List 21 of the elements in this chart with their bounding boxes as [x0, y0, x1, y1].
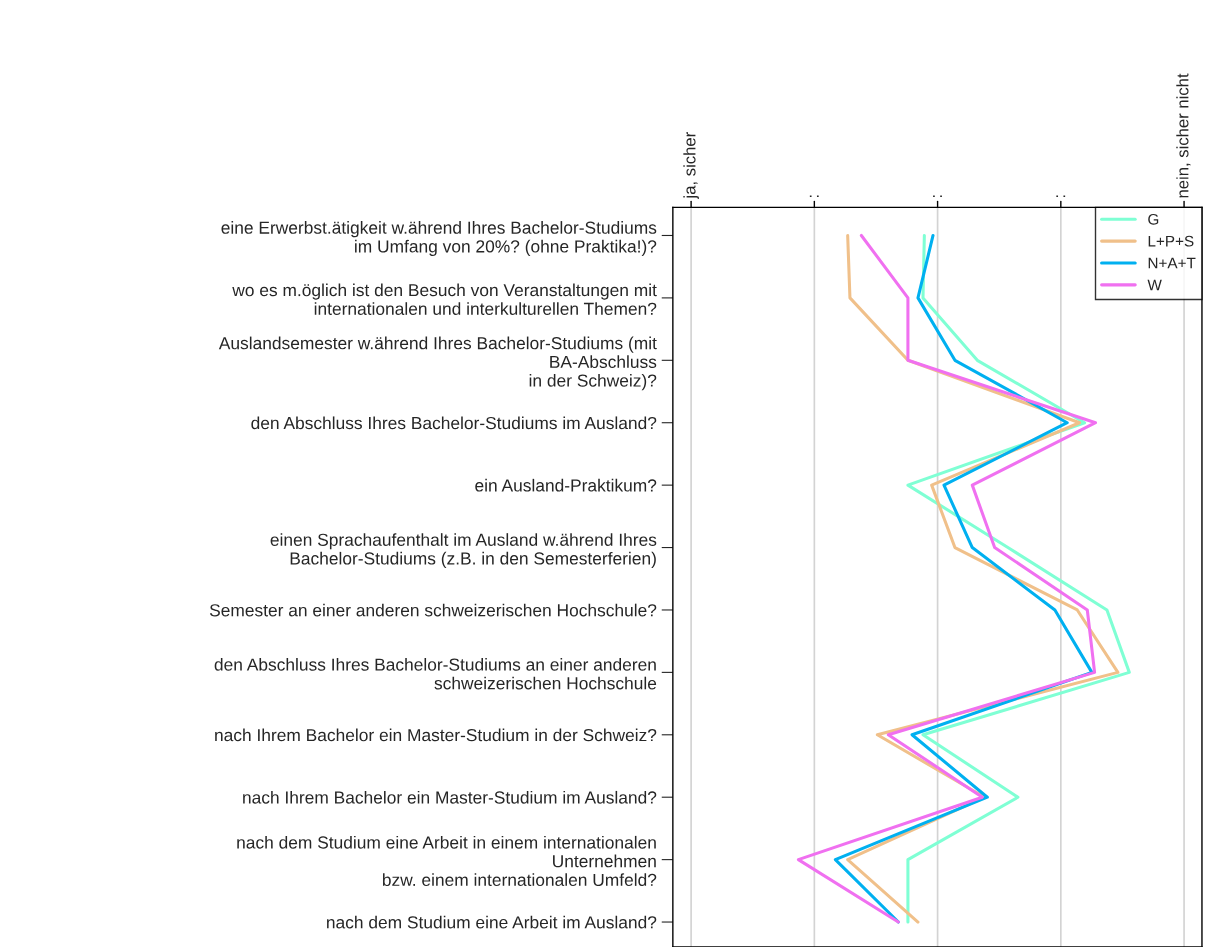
legend-label: W [1147, 279, 1162, 291]
y-tick-label: Semester an einer anderen schweizerischen Hochschule? [209, 603, 657, 617]
y-tick-label: nach dem Studium eine Arbeit in einem internationalen Unternehmen bzw. einem internationalen Umfeld? [237, 835, 657, 887]
ref-line-label: : [933, 195, 942, 197]
legend-label: G [1148, 213, 1159, 225]
y-tick-label: den Abschluss Ihres Bachelor-Studiums im Ausland? [251, 416, 657, 430]
y-tick-label: wo es m.öglich ist den Besuch von Veranstaltungen mit internationalen und interkulturellen Themen? [232, 283, 657, 315]
legend-label: L+P+S [1148, 235, 1194, 247]
y-tick-label: ein Ausland-Praktikum? [475, 478, 657, 492]
ref-line-label: ja, sicher [683, 132, 699, 199]
y-tick-label: den Abschluss Ihres Bachelor-Studiums an einer anderen schweizerischen Hochschule [214, 658, 657, 690]
ref-line-label: : [809, 195, 819, 197]
y-tick-label: Auslandsemester w.ährend Ihres Bachelor-Studiums (mit BA-Abschluss in der Schweiz)? [218, 336, 657, 391]
y-tick-label: nach dem Studium eine Arbeit im Ausland? [327, 915, 657, 929]
legend-label: N+A+T [1148, 257, 1196, 269]
y-tick-label: nach Ihrem Bachelor ein Master-Studium in der Schweiz? [215, 728, 657, 742]
ref-line-label: nein, sicher nicht [1176, 73, 1191, 198]
y-tick-label: eine Erwerbst.ätigkeit w.ährend Ihres Bachelor-Studiums im Umfang von 20%? (ohne Praktika!)? [221, 221, 657, 256]
y-tick-label: nach Ihrem Bachelor ein Master-Studium im Ausland? [243, 790, 657, 804]
ref-line-label: : [1056, 195, 1066, 197]
y-tick-label: einen Sprachaufenthalt im Ausland w.ährend Ihres Bachelor-Studiums (z.B. in den Semesterferien) [270, 533, 657, 569]
